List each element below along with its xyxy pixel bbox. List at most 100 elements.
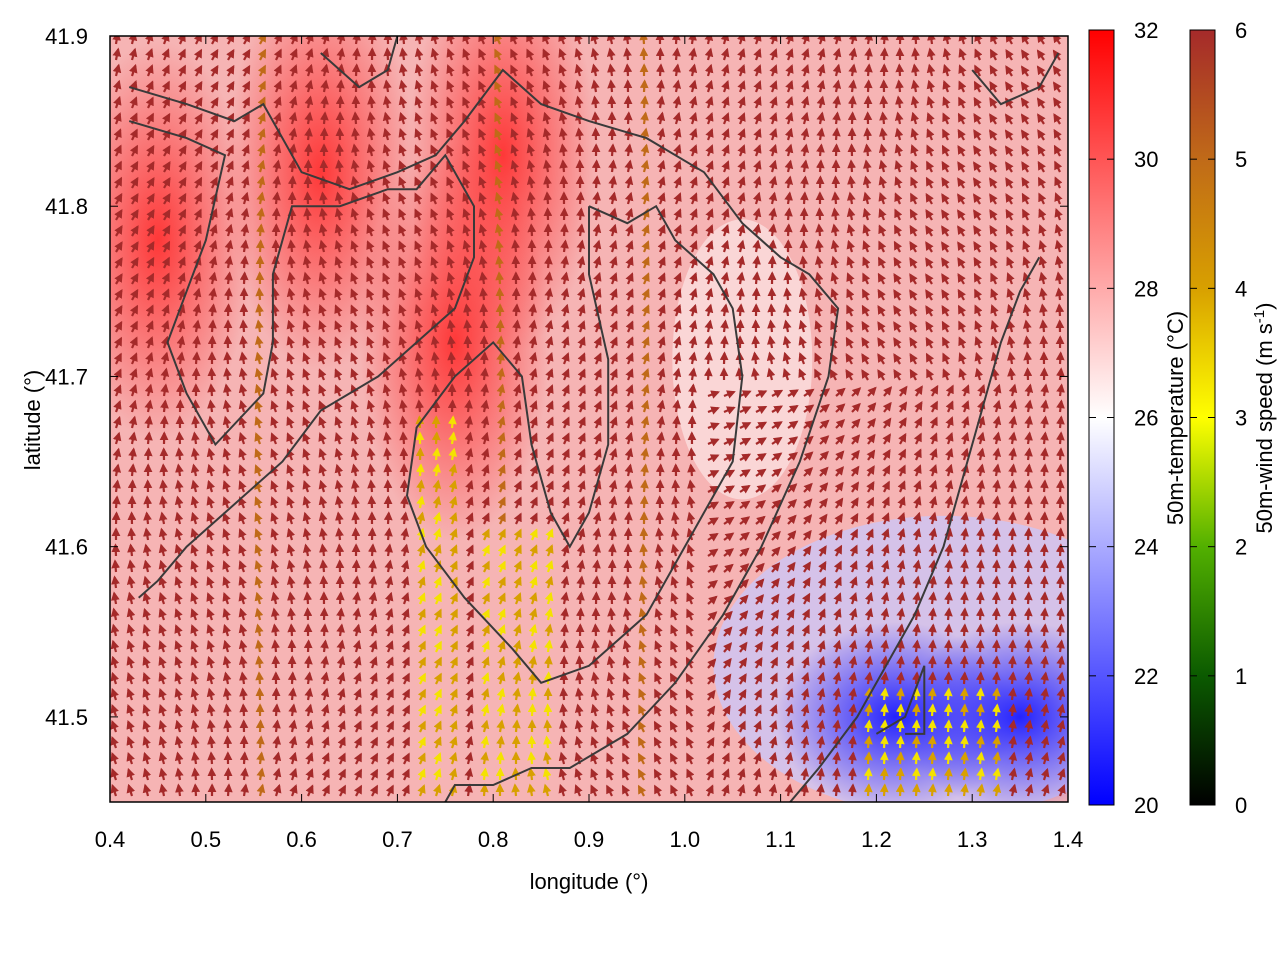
wind-arrow xyxy=(558,63,567,77)
wind-arrow xyxy=(446,36,455,45)
wind-arrow xyxy=(879,47,889,61)
wind-arrow xyxy=(414,47,424,61)
wind-arrow xyxy=(510,112,519,125)
wind-arrow xyxy=(831,175,841,189)
wind-arrow xyxy=(304,655,313,669)
wind-arrow xyxy=(879,767,889,781)
wind-arrow xyxy=(178,128,187,141)
wind-arrow xyxy=(289,64,298,77)
wind-arrow xyxy=(655,511,665,525)
wind-arrow xyxy=(113,95,122,109)
wind-arrow xyxy=(1007,639,1017,653)
wind-arrow xyxy=(960,751,969,765)
wind-arrow xyxy=(177,48,186,61)
wind-arrow xyxy=(526,143,536,157)
wind-arrow xyxy=(382,143,392,157)
wind-arrow xyxy=(785,36,794,45)
wind-arrow xyxy=(239,335,248,349)
wind-arrow xyxy=(191,783,201,797)
wind-arrow xyxy=(191,415,200,429)
wind-arrow xyxy=(239,751,249,765)
wind-arrow xyxy=(832,767,841,781)
wind-arrow xyxy=(912,639,921,653)
wind-arrow xyxy=(737,47,746,61)
wind-arrow xyxy=(255,671,265,685)
wind-arrow xyxy=(832,111,841,125)
wind-arrow xyxy=(479,287,488,301)
wind-arrow xyxy=(319,575,329,589)
wind-arrow xyxy=(689,127,698,141)
wind-arrow xyxy=(111,511,121,525)
wind-arrow xyxy=(623,527,633,541)
wind-arrow xyxy=(927,671,937,685)
wind-arrow xyxy=(478,36,487,45)
wind-arrow xyxy=(430,47,440,61)
wind-arrow xyxy=(910,160,919,173)
wind-arrow xyxy=(607,607,616,621)
wind-arrow xyxy=(927,783,937,797)
wind-arrow xyxy=(113,144,122,157)
wind-arrow xyxy=(976,719,985,733)
wind-arrow xyxy=(113,112,122,125)
wind-arrow xyxy=(753,36,762,45)
wind-arrow xyxy=(416,479,425,493)
wind-arrow xyxy=(816,79,826,93)
wind-arrow xyxy=(161,80,170,93)
wind-arrow xyxy=(257,128,266,141)
wind-arrow xyxy=(958,36,967,45)
wind-arrow xyxy=(225,128,234,141)
wind-arrow xyxy=(159,479,168,493)
wind-arrow xyxy=(1020,97,1030,109)
wind-arrow xyxy=(319,175,329,189)
wind-arrow xyxy=(911,63,920,77)
wind-arrow xyxy=(878,143,888,157)
wind-arrow xyxy=(241,175,250,189)
wind-arrow xyxy=(928,623,937,637)
wind-arrow xyxy=(607,143,617,157)
wind-arrow xyxy=(1056,591,1065,605)
wind-arrow xyxy=(304,111,314,125)
wind-arrow xyxy=(974,48,983,61)
wind-arrow xyxy=(943,687,953,701)
wind-arrow xyxy=(178,176,187,189)
wind-arrow xyxy=(431,367,440,381)
wind-arrow xyxy=(926,112,935,125)
wind-arrow xyxy=(673,160,682,173)
wind-arrow xyxy=(1021,129,1030,141)
wind-arrow xyxy=(590,36,600,45)
wind-arrow xyxy=(847,95,857,109)
wind-arrow xyxy=(130,160,139,173)
wind-arrow xyxy=(194,128,203,141)
wind-arrow xyxy=(382,127,392,141)
wind-arrow xyxy=(801,79,810,93)
wind-arrow xyxy=(287,175,297,189)
wind-arrow xyxy=(864,703,873,717)
wind-arrow xyxy=(863,79,873,93)
wind-arrow xyxy=(320,47,330,61)
x-axis-label: longitude (°) xyxy=(530,869,649,894)
wind-arrow xyxy=(751,335,761,349)
wind-arrow xyxy=(145,80,154,93)
wind-arrow xyxy=(1055,447,1065,461)
wind-arrow xyxy=(336,79,345,93)
wind-arrow xyxy=(927,36,936,45)
wind-arrow xyxy=(879,111,888,125)
wind-arrow xyxy=(558,95,568,109)
wind-arrow xyxy=(590,47,600,61)
wind-arrow xyxy=(960,575,969,589)
wind-arrow xyxy=(815,223,824,237)
wind-arrow xyxy=(944,783,953,797)
wind-arrow xyxy=(224,287,233,301)
wind-arrow xyxy=(112,36,121,45)
wind-arrow xyxy=(494,144,503,157)
wind-arrow xyxy=(989,81,998,93)
wind-arrow xyxy=(943,735,953,749)
wind-arrow xyxy=(494,80,503,93)
wind-arrow xyxy=(944,575,953,589)
wind-arrow xyxy=(399,431,409,445)
wind-arrow xyxy=(973,145,982,157)
wind-arrow xyxy=(816,143,825,157)
wind-arrow xyxy=(926,47,936,61)
wind-arrow xyxy=(848,767,857,781)
wind-arrow xyxy=(543,735,552,749)
